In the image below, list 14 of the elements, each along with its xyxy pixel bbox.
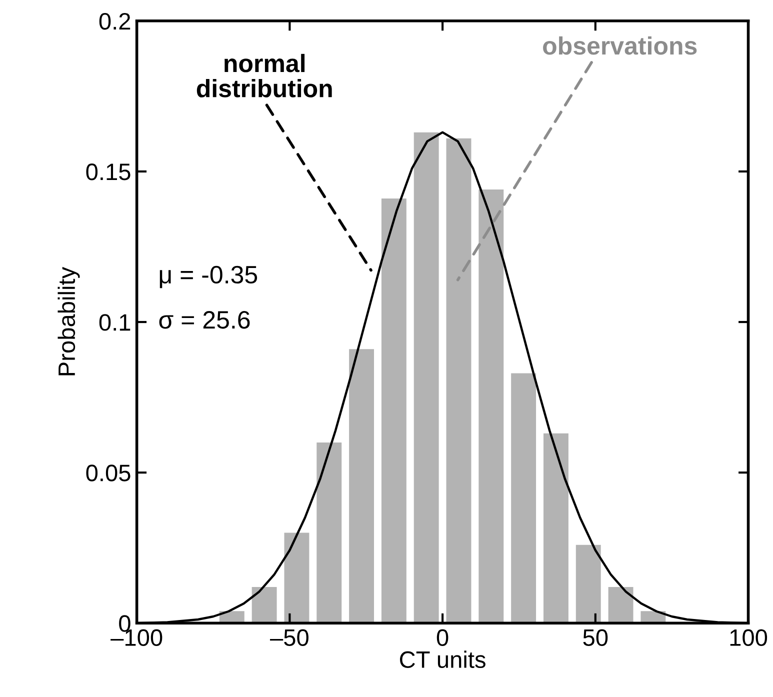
x-axis-title: CT units	[400, 650, 486, 668]
annotation: observations	[543, 36, 697, 55]
y-tick-label: 0.15	[86, 164, 130, 180]
annotation: μ = -0.35	[160, 266, 258, 288]
x-tick-label: 0	[436, 629, 448, 646]
y-axis-title: Probability	[58, 266, 80, 376]
y-tick-label: 0.2	[99, 12, 130, 30]
y-tick-label: 0.1	[99, 314, 130, 331]
x-tick-label: 50	[583, 629, 608, 646]
x-tick-label: 100	[730, 629, 768, 646]
x-tick-label: –50	[270, 629, 308, 646]
y-tick-label: 0.05	[86, 464, 130, 482]
annotation: σ = 25.6	[159, 311, 250, 329]
annotation: normal distribution	[196, 54, 332, 98]
